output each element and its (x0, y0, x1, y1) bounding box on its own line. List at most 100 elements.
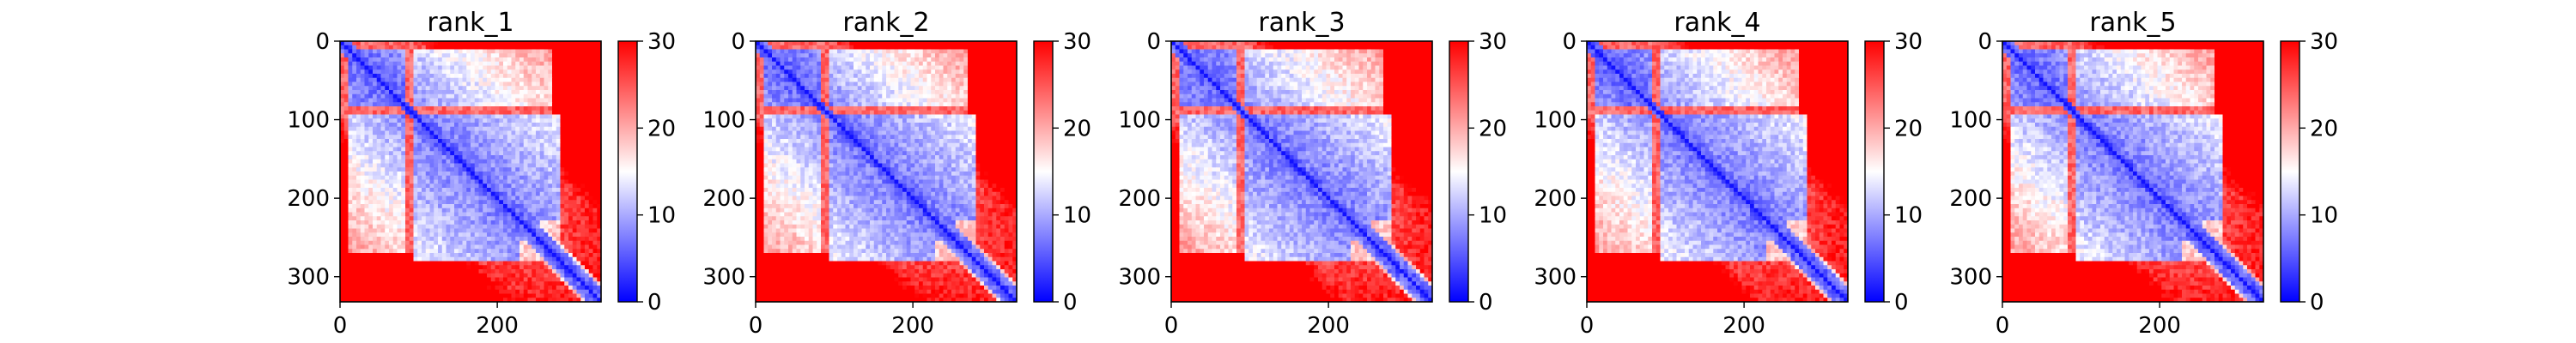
heatmap-cell (532, 167, 537, 172)
heatmap-cell (490, 90, 495, 95)
heatmap-cell (466, 61, 471, 66)
heatmap-cell (438, 249, 443, 254)
heatmap-cell (401, 106, 406, 111)
heatmap-cell (873, 90, 878, 95)
heatmap-cell (380, 289, 386, 294)
heatmap-cell (413, 110, 418, 115)
heatmap-cell (429, 224, 434, 229)
heatmap-cell (564, 237, 569, 242)
heatmap-cell (523, 175, 528, 180)
heatmap-cell (576, 191, 581, 196)
heatmap-cell (356, 293, 361, 298)
heatmap-cell (385, 204, 390, 209)
heatmap-cell (462, 53, 467, 58)
heatmap-cell (417, 151, 422, 156)
heatmap-cell (487, 212, 492, 217)
heatmap-cell (841, 49, 846, 54)
heatmap-cell (446, 142, 451, 147)
heatmap-cell (854, 69, 859, 75)
heatmap-cell (487, 61, 492, 66)
heatmap-cell (829, 41, 834, 46)
heatmap-cell (348, 142, 353, 147)
heatmap-cell (527, 135, 532, 140)
heatmap-cell (413, 90, 418, 95)
heatmap-cell (413, 159, 418, 164)
heatmap-cell (462, 102, 467, 107)
heatmap-cell (588, 110, 593, 115)
heatmap-cell (348, 90, 353, 95)
heatmap-cell (417, 261, 422, 266)
heatmap-cell (515, 41, 520, 46)
heatmap-cell (495, 110, 500, 115)
heatmap-cell (340, 240, 345, 245)
heatmap-cell (527, 224, 532, 229)
heatmap-cell (490, 256, 495, 262)
heatmap-cell (438, 126, 443, 131)
heatmap-cell (507, 86, 512, 91)
heatmap-cell (585, 216, 590, 221)
heatmap-cell (556, 130, 561, 135)
heatmap-cell (775, 57, 781, 63)
heatmap-cell (441, 172, 447, 177)
heatmap-cell (519, 224, 525, 229)
heatmap-cell (392, 69, 398, 75)
heatmap-cell (438, 135, 443, 140)
heatmap-cell (503, 106, 508, 111)
heatmap-cell (576, 151, 581, 156)
heatmap-cell (592, 69, 598, 75)
heatmap-cell (446, 249, 451, 254)
heatmap-cell (441, 93, 447, 99)
heatmap-cell (413, 228, 418, 233)
heatmap-cell (490, 224, 495, 229)
heatmap-cell (539, 184, 544, 189)
heatmap-cell (454, 155, 459, 160)
heatmap-cell (474, 240, 479, 245)
heatmap-cell (544, 261, 549, 266)
heatmap-cell (417, 232, 422, 238)
heatmap-cell (417, 167, 422, 172)
heatmap-cell (576, 65, 581, 70)
heatmap-cell (471, 212, 476, 217)
heatmap-cell (397, 118, 402, 123)
heatmap-cell (882, 57, 887, 63)
heatmap-cell (996, 81, 1001, 87)
heatmap-cell (552, 237, 557, 242)
heatmap-cell (385, 265, 390, 270)
heatmap-cell (405, 163, 410, 168)
heatmap-cell (902, 57, 908, 63)
heatmap-cell (597, 269, 602, 274)
heatmap-cell (413, 273, 418, 278)
heatmap-cell (441, 114, 447, 119)
heatmap-cell (425, 69, 430, 75)
heatmap-cell (450, 237, 455, 242)
heatmap-cell (585, 90, 590, 95)
heatmap-cell (474, 151, 479, 156)
heatmap-cell (340, 114, 345, 119)
heatmap-cell (503, 179, 508, 184)
heatmap-cell (592, 106, 598, 111)
heatmap-cell (434, 196, 439, 201)
heatmap-cell (343, 253, 349, 258)
heatmap-cell (466, 228, 471, 233)
heatmap-cell (572, 45, 577, 50)
heatmap-cell (417, 265, 422, 270)
heatmap-cell (861, 53, 866, 58)
heatmap-cell (458, 237, 463, 242)
heatmap-cell (536, 45, 541, 50)
heatmap-cell (866, 69, 871, 75)
heatmap-cell (385, 286, 390, 291)
heatmap-cell (343, 188, 349, 193)
heatmap-cell (511, 102, 516, 107)
heatmap-cell (539, 159, 544, 164)
heatmap-cell (931, 77, 936, 82)
heatmap-cell (980, 45, 985, 50)
heatmap-cell (585, 244, 590, 250)
heatmap-cell (490, 110, 495, 115)
heatmap-cell (597, 184, 602, 189)
heatmap-cell (441, 188, 447, 193)
heatmap-cell (527, 293, 532, 298)
heatmap-cell (597, 172, 602, 177)
heatmap-cell (417, 200, 422, 205)
heatmap-cell (548, 232, 553, 238)
heatmap-cell (466, 261, 471, 266)
